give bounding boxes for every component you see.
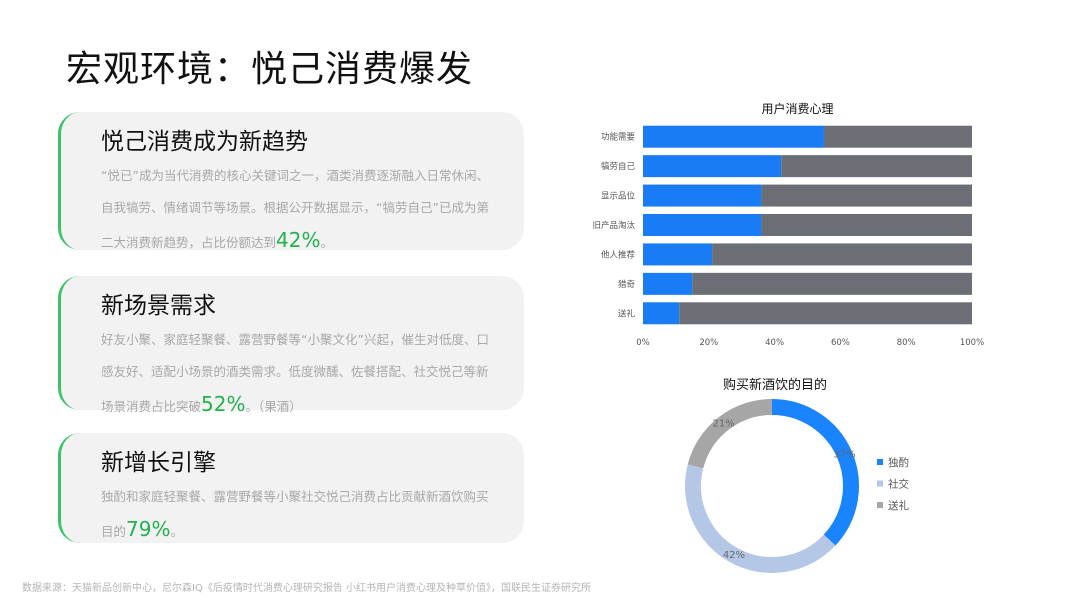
body-tail: 。 — [320, 235, 333, 250]
y-tick-label: 旧产品淘汰 — [592, 220, 635, 231]
card-heading: 新场景需求 — [101, 293, 216, 319]
x-tick-label: 100% — [960, 338, 984, 348]
highlight: 52% — [201, 392, 246, 416]
card-body: 好友小聚、家庭轻聚餐、露营野餐等“小聚文化”兴起，催生对低度、口感友好、适配小场… — [101, 324, 500, 423]
bar-segment — [643, 243, 713, 266]
y-tick-label: 显示品位 — [601, 191, 636, 202]
legend-label: 社交 — [888, 478, 909, 491]
y-tick-label: 送礼 — [618, 308, 636, 319]
bar-segment — [643, 125, 824, 148]
x-tick-label: 0% — [636, 338, 650, 348]
card-heading: 悦己消费成为新趋势 — [101, 129, 308, 155]
x-tick-label: 40% — [765, 338, 784, 348]
x-tick-label: 60% — [831, 338, 850, 348]
value-label: 21% — [712, 419, 734, 430]
card-body: 独酌和家庭轻聚餐、露营野餐等小聚社交悦己消费占比贡献新酒饮购买目的79%。 — [101, 481, 500, 548]
donut-segment — [685, 464, 836, 573]
bar-segment — [643, 272, 693, 295]
card: 新场景需求好友小聚、家庭轻聚餐、露营野餐等“小聚文化”兴起，催生对低度、口感友好… — [58, 276, 524, 416]
y-tick-label: 他人推荐 — [601, 249, 636, 260]
bar-segment — [692, 272, 972, 295]
y-tick-label: 功能需要 — [601, 132, 636, 143]
bar-segment — [679, 302, 972, 325]
y-tick-label: 犒劳自己 — [601, 161, 636, 172]
bar-segment — [643, 302, 680, 325]
bar-segment — [761, 184, 972, 207]
bar-segment — [781, 155, 972, 178]
value-label: 42% — [723, 550, 745, 561]
card-body: “悦已”成为当代消费的核心关键词之一，酒类消费逐渐融入日常休闲、自我犒劳、情绪调… — [101, 160, 500, 259]
body-tail: 。（果酒） — [245, 399, 302, 414]
body-text: 好友小聚、家庭轻聚餐、露营野餐等“小聚文化”兴起，催生对低度、口感友好、适配小场… — [101, 332, 489, 414]
chart-title: 用户消费心理 — [761, 101, 833, 116]
legend-swatch — [877, 502, 883, 508]
bar-segment — [761, 214, 972, 236]
bar-segment — [643, 184, 762, 207]
donut-segment — [771, 399, 859, 546]
body-text: 独酌和家庭轻聚餐、露营野餐等小聚社交悦己消费占比贡献新酒饮购买目的 — [101, 489, 489, 539]
source-note: 数据来源：天猫新品创新中心，尼尔森IQ《后疫情时代消费心理研究报告 小红书用户消… — [22, 583, 591, 594]
bar-segment — [823, 125, 972, 148]
donut-segment — [687, 399, 773, 469]
x-tick-label: 20% — [699, 338, 718, 348]
bar-segment — [643, 214, 762, 236]
highlight: 79% — [126, 517, 171, 541]
bar-segment — [643, 155, 782, 178]
card: 新增长引擎独酌和家庭轻聚餐、露营野餐等小聚社交悦己消费占比贡献新酒饮购买目的79… — [58, 433, 524, 543]
y-tick-label: 猎奇 — [618, 279, 636, 290]
body-text: “悦已”成为当代消费的核心关键词之一，酒类消费逐渐融入日常休闲、自我犒劳、情绪调… — [101, 168, 489, 250]
legend-swatch — [877, 480, 883, 487]
card: 悦己消费成为新趋势 “悦已”成为当代消费的核心关键词之一，酒类消费逐渐融入日常休闲… — [58, 112, 524, 252]
highlight: 42% — [276, 228, 321, 252]
bar-segment — [712, 243, 972, 266]
x-tick-label: 80% — [897, 338, 916, 348]
body-tail: 。 — [170, 524, 183, 539]
value-label: 37% — [833, 450, 855, 461]
legend-label: 送礼 — [888, 499, 909, 512]
legend-swatch — [877, 459, 883, 465]
card-heading: 新增长引擎 — [101, 450, 216, 476]
chart-title: 购买新酒饮的目的 — [723, 377, 827, 393]
legend-label: 独酌 — [888, 456, 909, 469]
slide-title: 宏观环境：悦己消费爆发 — [66, 49, 474, 90]
